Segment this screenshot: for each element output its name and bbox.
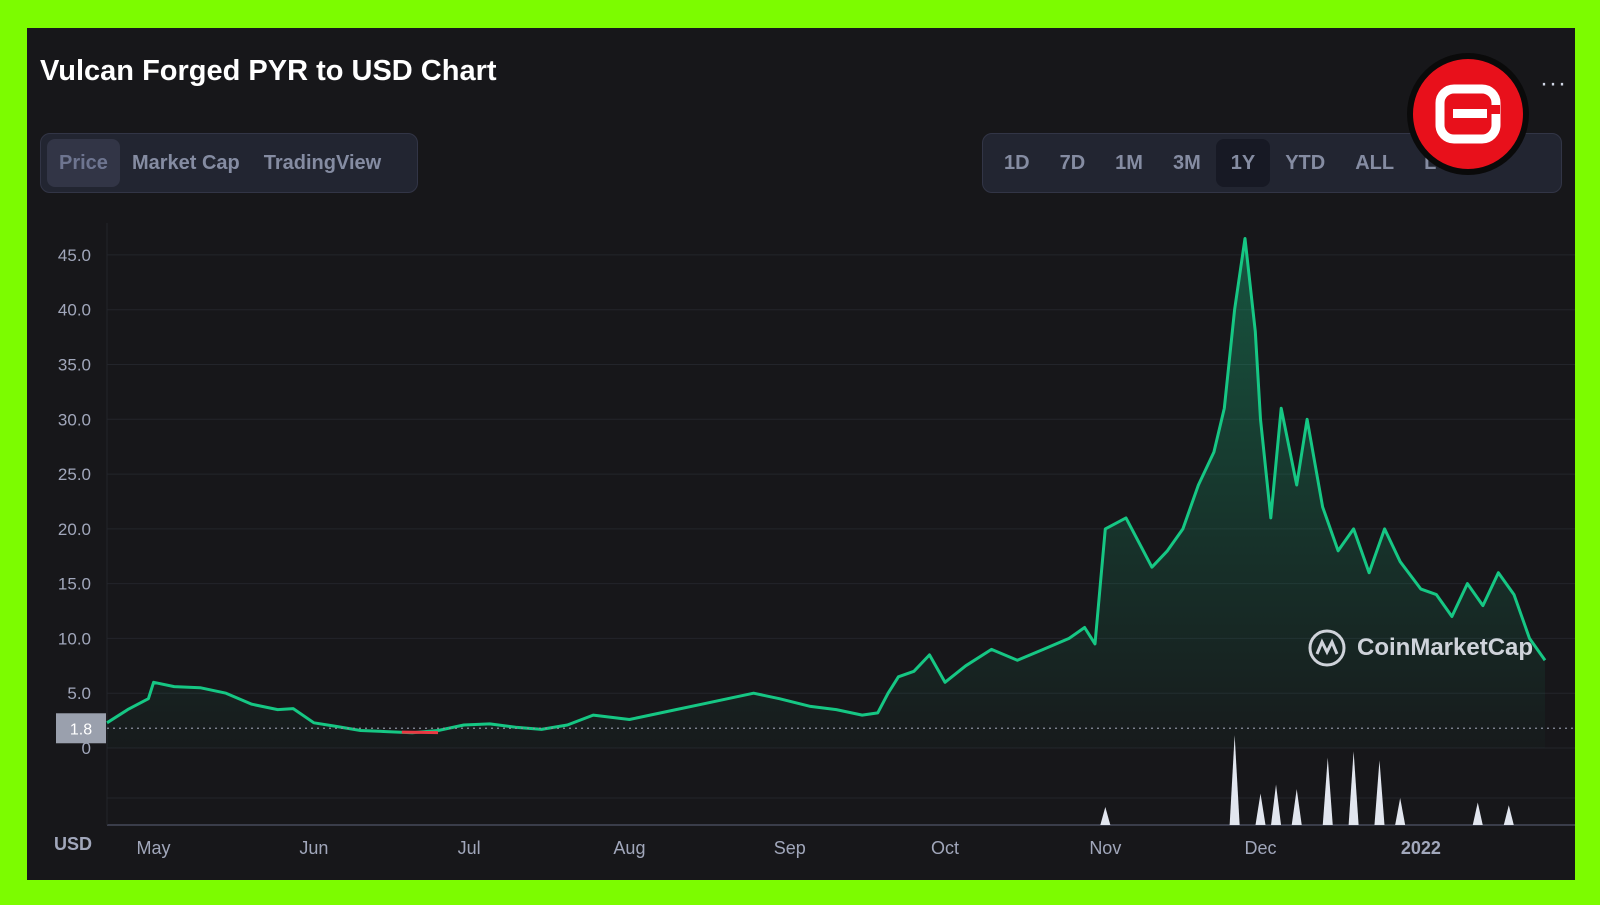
volume-bar — [1503, 805, 1514, 825]
x-tick-label: Aug — [613, 838, 645, 858]
watermark-text: CoinMarketCap — [1357, 634, 1534, 661]
volume-bar — [1100, 807, 1111, 825]
range-1y[interactable]: 1Y — [1215, 139, 1271, 187]
reference-line: 1.8 — [56, 713, 1575, 744]
price-line-down-segment — [401, 730, 439, 735]
channel-logo-badge — [1407, 53, 1529, 175]
plot-area — [106, 237, 1547, 748]
x-tick-label: Oct — [931, 838, 959, 858]
y-tick-label: 5.0 — [67, 684, 91, 703]
x-axis: May Jun Jul Aug Sep Oct Nov Dec 2022 USD — [54, 834, 1441, 858]
y-tick-label: 40.0 — [58, 301, 91, 320]
x-tick-label: Dec — [1244, 838, 1276, 858]
volume-bar — [1395, 798, 1406, 825]
y-tick-label: 35.0 — [58, 355, 91, 374]
range-7d[interactable]: 7D — [1059, 151, 1086, 174]
y-tick-label: 0 — [82, 739, 91, 758]
volume-bar — [1374, 760, 1385, 825]
tab-tradingview[interactable]: TradingView — [263, 151, 382, 174]
x-tick-label: May — [137, 838, 171, 858]
chart-card: 0 5.0 10.0 15.0 20.0 25.0 30.0 35.0 40.0 45.0 May… — [27, 28, 1575, 880]
y-tick-label: 15.0 — [58, 575, 91, 594]
x-tick-label: 2022 — [1401, 838, 1441, 858]
volume-bar — [1255, 793, 1266, 825]
price-line — [106, 237, 1547, 735]
price-area — [107, 238, 1545, 748]
coinmarketcap-logo-icon — [1308, 629, 1346, 667]
tab-market-cap[interactable]: Market Cap — [131, 151, 240, 174]
more-options-icon[interactable]: ··· — [1540, 70, 1567, 97]
y-tick-label: 45.0 — [58, 246, 91, 265]
volume-bar — [1229, 735, 1240, 825]
volume-bar — [1271, 784, 1282, 825]
range-all[interactable]: ALL — [1355, 151, 1395, 174]
x-tick-label: Nov — [1089, 838, 1121, 858]
y-tick-label: 10.0 — [58, 629, 91, 648]
reference-label: 1.8 — [70, 721, 92, 738]
reference-label-box — [56, 713, 106, 744]
y-axis: 0 5.0 10.0 15.0 20.0 25.0 30.0 35.0 40.0 45.0 — [58, 246, 91, 758]
x-tick-label: Sep — [774, 838, 806, 858]
volume-bar — [1291, 789, 1302, 825]
tab-price[interactable]: Price — [47, 139, 120, 187]
volume-bars — [1100, 735, 1514, 825]
range-1d[interactable]: 1D — [1004, 151, 1030, 174]
chart-title: Vulcan Forged PYR to USD Chart — [40, 55, 497, 87]
range-1m[interactable]: 1M — [1115, 151, 1143, 174]
x-tick-label: Jul — [458, 838, 481, 858]
logo-icon — [1435, 84, 1501, 144]
x-tick-label: Jun — [299, 838, 328, 858]
y-tick-label: 30.0 — [58, 410, 91, 429]
view-tabs: Price Market Cap TradingView — [40, 133, 418, 193]
volume-bar — [1472, 802, 1483, 825]
y-tick-label: 20.0 — [58, 520, 91, 539]
volume-bar — [1348, 751, 1359, 825]
coinmarketcap-watermark: CoinMarketCap — [1307, 628, 1533, 668]
volume-bar — [1322, 757, 1333, 825]
range-ytd[interactable]: YTD — [1285, 151, 1326, 174]
range-3m[interactable]: 3M — [1172, 151, 1201, 174]
y-tick-label: 25.0 — [58, 465, 91, 484]
price-chart: 0 5.0 10.0 15.0 20.0 25.0 30.0 35.0 40.0 45.0 May… — [54, 223, 1575, 858]
currency-label: USD — [54, 834, 92, 854]
